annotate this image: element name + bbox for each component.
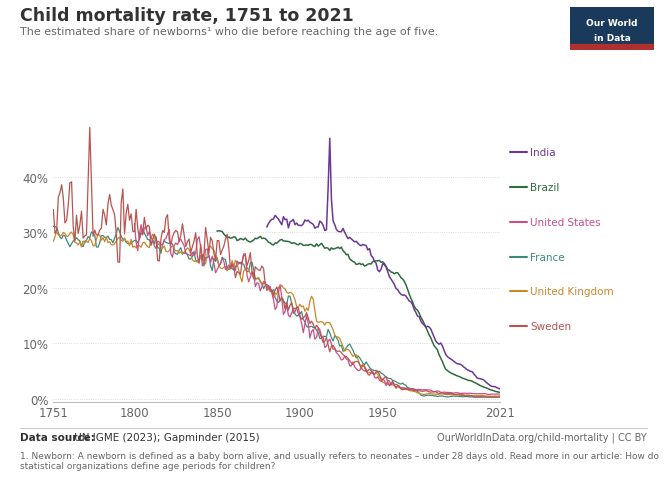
Text: Data source:: Data source: — [20, 432, 95, 442]
Text: France: France — [530, 252, 565, 262]
Text: Sweden: Sweden — [530, 322, 572, 332]
Text: The estimated share of newborns¹ who die before reaching the age of five.: The estimated share of newborns¹ who die… — [20, 27, 438, 37]
Text: 1. Newborn: A newborn is defined as a baby born alive, and usually refers to neo: 1. Newborn: A newborn is defined as a ba… — [20, 451, 659, 470]
Text: Our World: Our World — [586, 19, 638, 28]
Text: India: India — [530, 148, 556, 157]
Text: OurWorldInData.org/child-mortality | CC BY: OurWorldInData.org/child-mortality | CC … — [438, 432, 647, 442]
Text: in Data: in Data — [594, 33, 630, 43]
Text: United Kingdom: United Kingdom — [530, 287, 614, 297]
Text: United States: United States — [530, 217, 601, 227]
Text: Child mortality rate, 1751 to 2021: Child mortality rate, 1751 to 2021 — [20, 7, 354, 25]
Text: Brazil: Brazil — [530, 182, 560, 192]
Text: UN IGME (2023); Gapminder (2015): UN IGME (2023); Gapminder (2015) — [71, 432, 260, 442]
